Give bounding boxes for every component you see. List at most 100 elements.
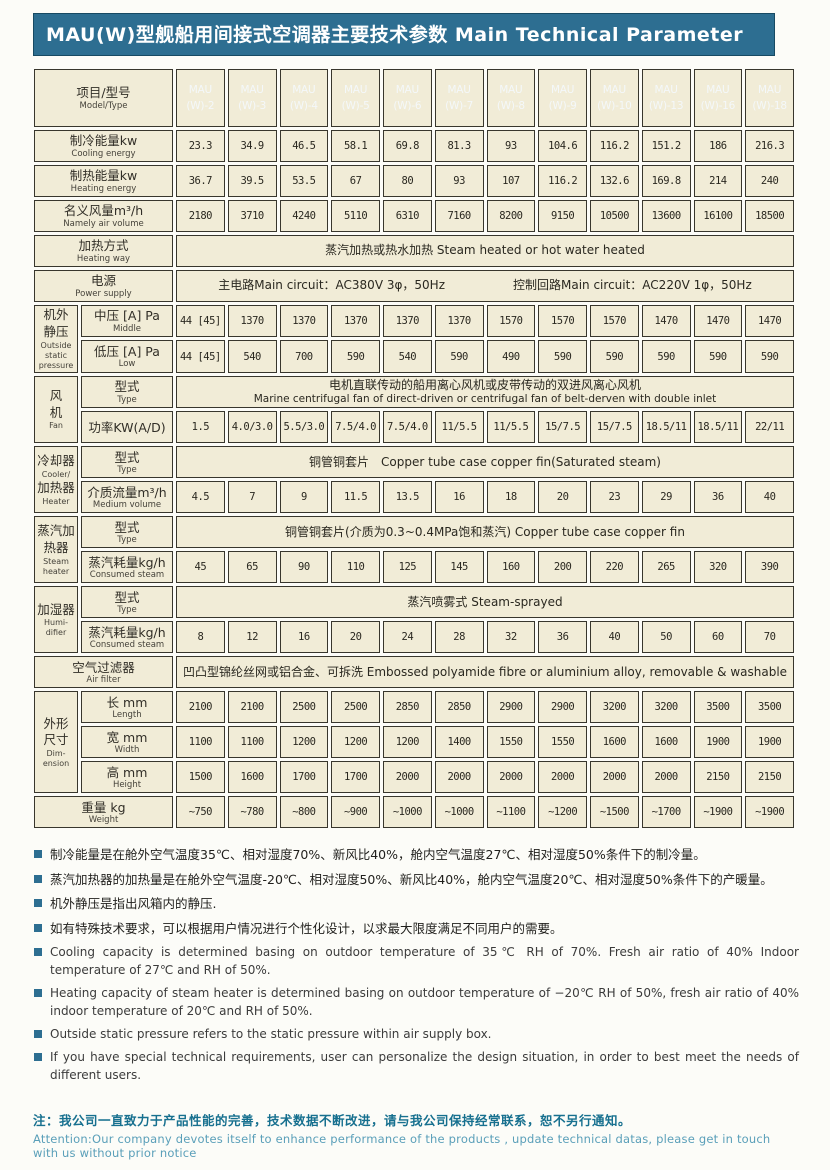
text-line: MAU (654, 83, 678, 96)
value-cell: ~1900 (693, 796, 743, 829)
value-cell: 7.5/4.0 (383, 411, 432, 444)
value-cell: 2850 (434, 691, 484, 724)
text-line: 加湿器 (37, 601, 75, 617)
value-cell: 1370 (227, 305, 277, 338)
text-line: (W)-8 (496, 100, 525, 112)
text-line: heater (42, 566, 70, 576)
value-cell: 20 (331, 621, 380, 654)
text-line: MAU (447, 83, 471, 96)
value-cell: 1200 (279, 726, 329, 759)
text-part: 主电路Main circuit：AC380V 3φ，50Hz (218, 278, 445, 293)
value-cell: 3500 (745, 691, 794, 724)
table-row: 机外 静压 Outside static pressure 中压 [A] Pa Middle… (34, 305, 794, 373)
value-cell: 2900 (486, 691, 536, 724)
value-cell: 110 (331, 551, 380, 584)
text-line: MAU (395, 83, 420, 96)
value-cell: 18500 (745, 200, 794, 232)
text-line: Width (114, 745, 140, 756)
model-header-cell: MAU (W)-6 (383, 69, 432, 127)
text-line: 型式 (114, 379, 140, 395)
value-cell: 23.3 (176, 130, 225, 162)
value-cell: 20 (538, 481, 587, 514)
table-row: 制冷能量kw Cooling energy 23.3 34.9 46.5 58.1 69.8… (34, 130, 794, 162)
value-cell: 11.5 (331, 481, 380, 514)
bullet-square-icon (34, 850, 42, 859)
value-cell: 81.3 (434, 130, 484, 162)
footnotes-list: 制冷能量是在舱外空气温度35℃、相对湿度70%、新风比40%，舱内空气温度27℃… (33, 845, 799, 1084)
value-cell: 1470 (641, 305, 691, 338)
value-cell: 1100 (227, 726, 277, 759)
text-line: Power supply (75, 288, 132, 299)
text-line: 型式 (114, 519, 140, 535)
value-cell: 1.5 (176, 411, 225, 444)
value-cell: 116.2 (590, 130, 639, 162)
text-line: MAU (499, 83, 523, 96)
value-cell: 18.5/11 (693, 411, 743, 444)
model-header-cell: MAU (W)-3 (227, 69, 277, 127)
group-label-cell: 加湿器 Humi-difier (34, 586, 78, 654)
row-label-cell: 空气过滤器 Air filter (34, 656, 173, 689)
value-cell: 46.5 (279, 130, 329, 162)
text-line: 制冷能量kw (69, 133, 138, 149)
bullet-square-icon (34, 899, 42, 908)
text-line: Consumed steam (89, 640, 165, 651)
group-label-cell: 风机 Fan (34, 375, 78, 444)
text-line: Cooler/ (41, 469, 71, 479)
text-line: 中压 [A] Pa (94, 308, 160, 324)
span-value-cell: 蒸汽喷雾式 Steam-sprayed (176, 586, 794, 619)
value-cell: 13.5 (383, 481, 432, 514)
footnote-item: Heating capacity of steam heater is dete… (33, 984, 799, 1020)
footnote-item: If you have special technical requiremen… (33, 1048, 799, 1084)
text-line: Cooling energy (71, 148, 136, 159)
row-label-cell: 加热方式 Heating way (34, 235, 173, 267)
value-cell: ~750 (176, 796, 225, 829)
group-label-cell: 冷却器 Cooler/加热器 Heater (34, 446, 78, 514)
text-line: 长 mm (106, 694, 148, 710)
value-cell: 1600 (641, 726, 691, 759)
row-label-cell: 长 mm Length (81, 691, 173, 724)
text-line: (W)-7 (445, 100, 474, 112)
value-cell: 44 [45] (176, 340, 225, 373)
text-line: 加热器 (37, 479, 75, 495)
value-cell: ~1000 (434, 796, 484, 829)
value-cell: 1370 (383, 305, 432, 338)
value-cell: 590 (745, 340, 794, 373)
value-cell: 320 (693, 551, 743, 584)
value-cell: 40 (745, 481, 794, 514)
value-cell: 590 (331, 340, 380, 373)
value-cell: 1570 (538, 305, 587, 338)
model-header-cell: MAU (W)-2 (176, 69, 225, 127)
text-line: pressure (38, 360, 74, 370)
value-cell: 2150 (693, 761, 743, 794)
footnote-text: If you have special technical requiremen… (50, 1049, 799, 1082)
value-cell: 36 (693, 481, 743, 514)
footnote-item: 如有特殊技术要求，可以根据用户情况进行个性化设计，以求最大限度满足不同用户的需要… (33, 919, 799, 938)
value-cell: 65 (227, 551, 277, 584)
value-cell: 590 (641, 340, 691, 373)
table-row: 空气过滤器 Air filter 凹凸型锦纶丝网或铝合金、可拆洗 Embossed … (34, 656, 794, 689)
value-cell: 12 (227, 621, 277, 654)
value-cell: ~1900 (745, 796, 794, 829)
text-line: (W)-9 (548, 100, 577, 112)
value-cell: 9 (279, 481, 329, 514)
text-line: (W)-18 (752, 100, 787, 112)
text-line: Weight (88, 815, 119, 826)
value-cell: 160 (486, 551, 536, 584)
row-label-cell: 高 mm Height (81, 761, 173, 794)
text-line: 制热能量kw (69, 168, 138, 184)
value-cell: 2100 (176, 691, 225, 724)
value-cell: 1600 (590, 726, 639, 759)
page-title: MAU(W)型舰船用间接式空调器主要技术参数 Main Technical Pa… (33, 13, 775, 56)
text-line: 高 mm (106, 764, 148, 780)
text-line: Consumed steam (89, 570, 165, 581)
model-header-cell: MAU (W)-8 (486, 69, 536, 127)
value-cell: 2500 (279, 691, 329, 724)
value-cell: 11/5.5 (486, 411, 536, 444)
value-cell: 3710 (227, 200, 277, 232)
text-line: Fan (49, 421, 63, 431)
value-cell: 4240 (279, 200, 329, 232)
value-cell: 132.6 (590, 165, 639, 197)
table-row: 宽 mm Width 1100 1100 1200 1200 1200 1400 1550 155… (34, 726, 794, 759)
table-row: 重量 kg Weight ~750 ~780 ~800 ~900 ~1000 ~1000 ~11… (34, 796, 794, 829)
text-line: 外形 (43, 715, 69, 731)
